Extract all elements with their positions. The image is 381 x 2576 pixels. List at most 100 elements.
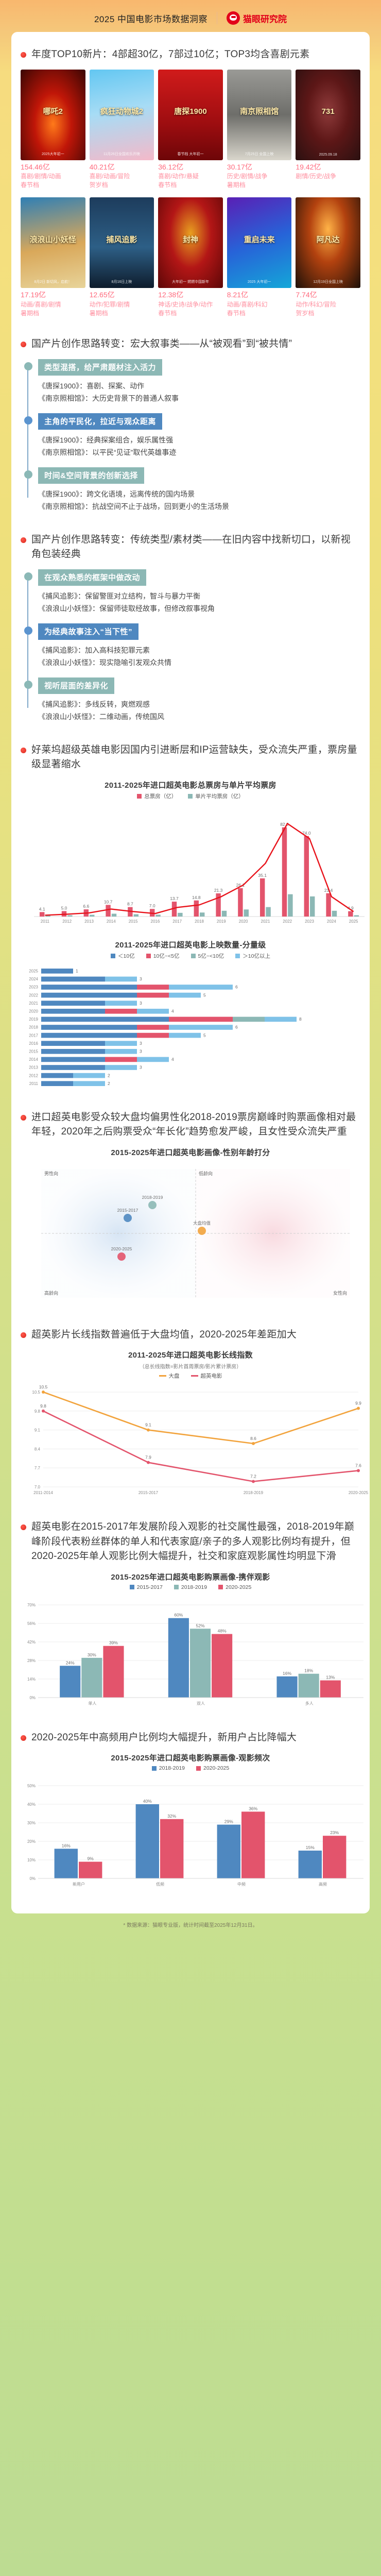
movie-poster[interactable]: 疯狂动物城2 11月26日全国欢乐开映: [89, 69, 154, 160]
line-point: [357, 1469, 360, 1472]
chart-boxoffice: 2011-2025年进口超英电影总票房与单片平均票房 总票房（亿） 单片平均票房…: [21, 779, 365, 932]
movie-season: 春节档: [158, 181, 177, 189]
movie-info: 40.21亿 喜剧/动画/冒险 贺岁档: [90, 163, 154, 190]
y-tick: 50%: [27, 1784, 36, 1788]
timeline-body: 《唐探1900》：经典探案组合，娱乐属性强 《南京照相馆》：以平民“见证”取代英雄…: [38, 434, 360, 459]
quadrant-label: 男性向: [44, 1171, 58, 1176]
y-tick: 2011: [29, 1081, 39, 1086]
scatter-point: [148, 1200, 157, 1209]
movie-card[interactable]: 重启未来 2025 大年初一 8.21亿 动画/喜剧/科幻 春节档: [227, 197, 292, 317]
movie-poster-title: 阿凡达: [316, 235, 340, 245]
timeline-line: 《捕风追影》：多线反转，爽燃观感: [38, 700, 150, 708]
x-tick: 2015: [129, 919, 138, 924]
chart-companions: 2015-2025年进口超英电影购票画像-携伴观影 2015-2017 2018…: [21, 1571, 363, 1712]
scatter-point-label: 2020-2025: [111, 1246, 132, 1251]
companions-bar-chart: 70% 56% 42% 28% 14% 0% 24% 30% 39% 单人 60% 52% 48% 双人 1…: [27, 1603, 363, 1706]
movie-poster[interactable]: 阿凡达 12月19日全国上映: [296, 197, 360, 289]
chart-title: 2015-2025年进口超英电影购票画像-携伴观影: [111, 1572, 270, 1582]
timeline-body: 《唐探1900》：喜剧、探案、动作 《南京照相馆》：大历史背景下的普通人叙事: [38, 380, 360, 405]
movie-poster[interactable]: 浪浪山小妖怪 8月2日 新切风，启航！: [21, 197, 85, 289]
movie-poster[interactable]: 捕风追影 8月16日上映: [89, 197, 154, 289]
movie-card[interactable]: 疯狂动物城2 11月26日全国欢乐开映 40.21亿 喜剧/动画/冒险 贺岁档: [89, 69, 154, 190]
movie-poster-title: 封神: [182, 235, 198, 245]
x-tick: 单人: [88, 1701, 96, 1706]
chart-subtitle: （总长线指数=影片首周票房/影片累计票房）: [139, 1364, 242, 1370]
line-value-label: 7.2: [250, 1474, 256, 1479]
y-tick: 20%: [27, 1839, 36, 1844]
y-tick: 2025: [29, 969, 38, 973]
movie-poster-subtitle: 11月26日全国欢乐开映: [103, 152, 140, 156]
y-tick: 14%: [27, 1677, 36, 1682]
movie-card[interactable]: 阿凡达 12月19日全国上映 7.74亿 动作/科幻/冒险 贺岁档: [296, 197, 360, 317]
headline-top10: 年度TOP10新片：4部超30亿，7部过10亿；TOP3均含喜剧元素: [21, 47, 360, 62]
bar-value-label: 13%: [326, 1674, 335, 1680]
movie-poster[interactable]: 封神大年初一 燃燃中国新年: [158, 197, 223, 289]
timeline-body: 《捕风追影》：加入高科技犯罪元素 《浪浪山小妖怪》：现实隐喻引发观众共情: [38, 644, 360, 669]
x-tick: 双人: [197, 1701, 205, 1706]
quadrant-label: 女性向: [333, 1290, 347, 1296]
movie-card[interactable]: 哪吒2 2025大年初一 154.46亿 喜剧/剧情/动画 春节档: [21, 69, 85, 190]
x-tick: 2020-2025: [349, 1490, 369, 1495]
movie-card[interactable]: 南京照相馆 7月25日 全国上映 30.17亿 历史/剧情/战争 暑期档: [227, 69, 292, 190]
x-tick: 2024: [327, 919, 336, 924]
chart-legend: 总票房（亿） 单片平均票房（亿）: [21, 792, 360, 800]
bar-value-label: 74.0: [302, 831, 311, 836]
y-tick: 42%: [27, 1640, 36, 1645]
bar-value-label: 8.7: [127, 901, 133, 906]
movie-poster-subtitle: 2025 大年初一: [247, 280, 271, 284]
bar-total-label: 3: [140, 1001, 142, 1006]
y-tick: 28%: [27, 1658, 36, 1663]
scatter-point: [117, 1252, 126, 1261]
headline-text: 国产片创作思路转变：传统类型/素材类——在旧内容中找新切口，以新视角包装经典: [31, 534, 351, 560]
x-tick: 2021: [261, 919, 270, 924]
movie-boxoffice: 30.17亿: [227, 162, 252, 171]
movie-poster[interactable]: 唐探1900 春节档 大年初一: [158, 69, 223, 160]
section-classic-material: 国产片创作思路转变：传统类型/素材类——在旧内容中找新切口，以新视角包装经典 在…: [11, 524, 370, 735]
timeline-b: 在观众熟悉的框架中做改动 《捕风追影》：保留警匪对立结构，智斗与暴力平衡 《浪浪山小…: [21, 569, 360, 723]
bar-value-label: 5.0: [61, 905, 67, 910]
y-tick: 0%: [29, 1696, 36, 1700]
x-tick: 2014: [107, 919, 116, 924]
bar-total-label: 3: [140, 1064, 142, 1070]
timeline-axis: [27, 577, 28, 708]
movie-season: 暑期档: [227, 181, 246, 189]
movie-info: 30.17亿 历史/剧情/战争 暑期档: [227, 163, 292, 190]
timeline-dot-icon: [24, 572, 32, 581]
y-tick: 10.5: [32, 1390, 40, 1395]
y-tick: 2014: [29, 1057, 38, 1062]
movie-card[interactable]: 浪浪山小妖怪 8月2日 新切风，启航！ 17.19亿 动画/喜剧/剧情 暑期档: [21, 197, 85, 317]
x-tick: 2022: [283, 919, 292, 924]
headline-superhero: 好莱坞超级英雄电影因国内引进断层和IP运营缺失，受众流失严重，票房量级显著缩水: [21, 743, 360, 772]
bar-total-label: 3: [140, 976, 142, 981]
movie-poster-title: 哪吒2: [43, 107, 63, 116]
movie-card[interactable]: 封神 大年初一 燃燃中国新年 12.38亿 神话/史诗/战争/动作 春节档: [158, 197, 223, 317]
movie-poster-subtitle: 大年初一 燃燃中国新年: [172, 280, 209, 284]
movie-poster[interactable]: 南京照相馆 7月25日 全国上映: [227, 69, 292, 160]
bar-value-label: 13.7: [170, 896, 179, 901]
timeline-tag: 类型混搭，给严肃题材注入活力: [38, 359, 163, 376]
movie-poster[interactable]: 重启未来 2025 大年初一: [227, 197, 292, 289]
movie-season: 春节档: [21, 181, 40, 189]
x-tick: 2019: [217, 919, 226, 924]
movie-info: 154.46亿 喜剧/剧情/动画 春节档: [21, 163, 85, 190]
movie-season: 暑期档: [89, 310, 108, 317]
bar-total-label: 3: [140, 1048, 142, 1054]
movie-card[interactable]: 731 2025.09.18 19.42亿 剧情/历史/战争: [296, 69, 360, 190]
line-point: [147, 1428, 150, 1432]
x-tick: 2018-2019: [244, 1490, 264, 1495]
movie-poster[interactable]: 哪吒2 2025大年初一: [21, 69, 85, 160]
movie-card[interactable]: 唐探1900 春节档 大年初一 36.12亿 喜剧/动作/悬疑 春节档: [158, 69, 223, 190]
x-tick: 2020: [239, 919, 248, 924]
bar-value-label: 52%: [196, 1623, 204, 1628]
chart-audience-scatter: 2015-2025年进口超英电影画像-性别年龄打分 男性向 女性向 低龄向 高龄向 20…: [21, 1147, 360, 1309]
bar-total-label: 4: [171, 1008, 174, 1013]
line-series: [43, 1410, 359, 1483]
y-tick: 2019: [29, 1017, 38, 1022]
movie-card[interactable]: 捕风追影 8月16日上映 12.65亿 动作/犯罪/剧情 暑期档: [89, 197, 154, 317]
bar-total-label: 3: [140, 1041, 142, 1046]
movie-poster[interactable]: 731 2025.09.18: [296, 69, 360, 160]
bar-value-label: 4.1: [39, 906, 45, 911]
headline-frequency: 2020-2025年中高频用户比例均大幅提升，新用户占比降幅大: [21, 1731, 360, 1745]
bar-total-label: 6: [235, 984, 238, 989]
headline-text: 好莱坞超级英雄电影因国内引进断层和IP运营缺失，受众流失严重，票房量级显著缩水: [31, 744, 357, 770]
